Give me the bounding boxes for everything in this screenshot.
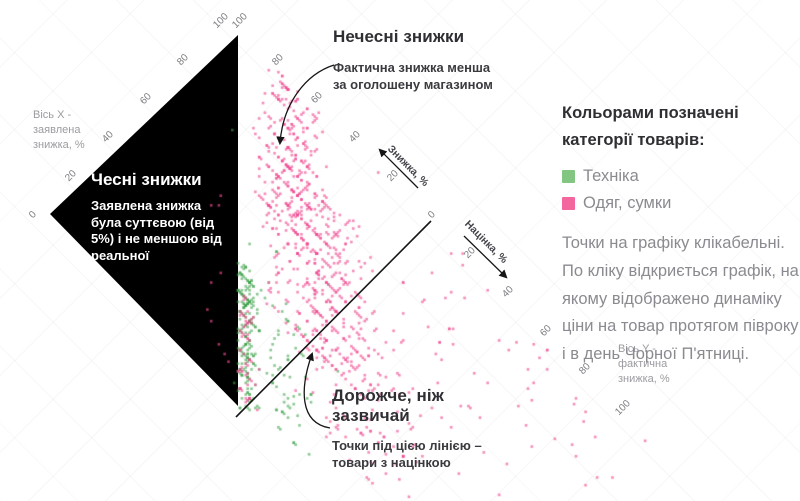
dishonest-desc: Фактична знижка менша за оголошену магаз…	[333, 60, 493, 92]
honest-desc: Заявлена знижка була суттєвою (від 5%) і…	[91, 198, 222, 263]
pricier-desc: Точки під цією лінією – товари з націнко…	[332, 438, 482, 470]
legend-label-clothes: Одяг, сумки	[583, 194, 672, 213]
dishonest-annotation-arrow-icon	[276, 64, 335, 146]
discount-axis-arrow-icon	[378, 148, 419, 189]
legend-label-tech: Техніка	[583, 167, 639, 186]
claimed-equals-actual-line	[235, 220, 432, 418]
dishonest-title: Нечесні знижки	[333, 27, 465, 46]
honest-title: Чесні знижки	[91, 170, 202, 189]
legend-item-tech: Техніка	[562, 163, 800, 190]
sidebar: Кольорами позначені категорії товарів: Т…	[562, 100, 800, 368]
legend: Техніка Одяг, сумки	[562, 163, 800, 217]
pricier-annotation: Дорожче, ніж зазвичай Точки під цією лін…	[332, 386, 512, 472]
legend-item-clothes: Одяг, сумки	[562, 190, 800, 217]
markup-axis-arrow-icon	[463, 235, 508, 279]
pricier-title: Дорожче, ніж зазвичай	[332, 386, 444, 425]
y-axis-name: Вісь Y - фактична знижка, %	[618, 343, 670, 385]
clothes-swatch-icon	[562, 197, 575, 211]
dishonest-annotation: Нечесні знижки Фактична знижка менша за …	[333, 27, 513, 94]
x-axis-name: Вісь X - заявлена знижка, %	[33, 109, 85, 151]
legend-intro: Кольорами позначені категорії товарів:	[562, 104, 739, 150]
tech-swatch-icon	[562, 170, 575, 184]
pricier-annotation-arrow-icon	[303, 352, 331, 429]
clickable-points-note: Точки на графіку клікабельні. По кліку в…	[562, 234, 799, 363]
